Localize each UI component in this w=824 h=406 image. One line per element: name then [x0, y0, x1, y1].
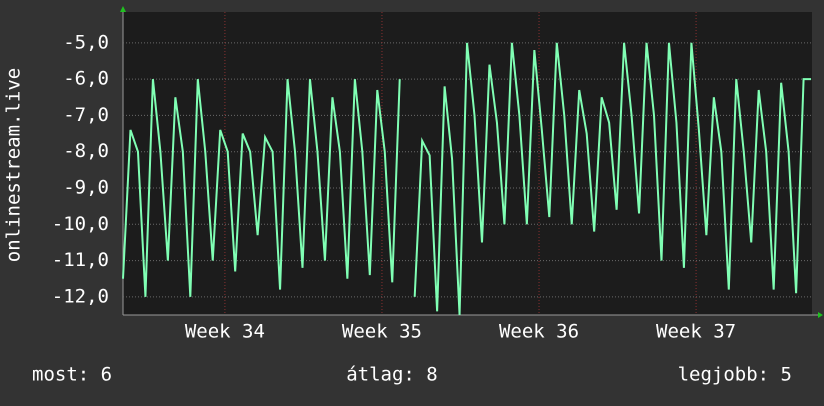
plot-layer: -12,0 -11,0 -10,0 -9,0 -8,0 -7,0 -6,0 -5,0 Week …	[52, 12, 812, 343]
y-tick-label: -6,0	[63, 68, 109, 90]
x-tick-label: Week 34	[185, 321, 265, 343]
y-tick-label: -8,0	[63, 140, 109, 162]
data-line	[122, 42, 812, 316]
plot-area	[123, 12, 812, 315]
y-arrow	[120, 6, 126, 12]
y-tick-label: -10,0	[52, 213, 109, 235]
stat-average: átlag: 8	[346, 364, 438, 386]
y-tick-label: -9,0	[63, 176, 109, 198]
x-tick-label: Week 37	[656, 321, 736, 343]
x-tick-label: Week 36	[499, 321, 579, 343]
x-arrow	[818, 312, 823, 318]
x-tick-label: Week 35	[342, 321, 422, 343]
y-tick-label: -5,0	[63, 31, 109, 53]
y-tick-label: -7,0	[63, 104, 109, 126]
stat-current: most: 6	[32, 364, 112, 386]
y-tick-label: -12,0	[52, 285, 109, 307]
stat-best: legjobb: 5	[678, 364, 792, 386]
y-tick-label: -11,0	[52, 249, 109, 271]
y-axis-label: onlinestream.live	[3, 68, 25, 262]
